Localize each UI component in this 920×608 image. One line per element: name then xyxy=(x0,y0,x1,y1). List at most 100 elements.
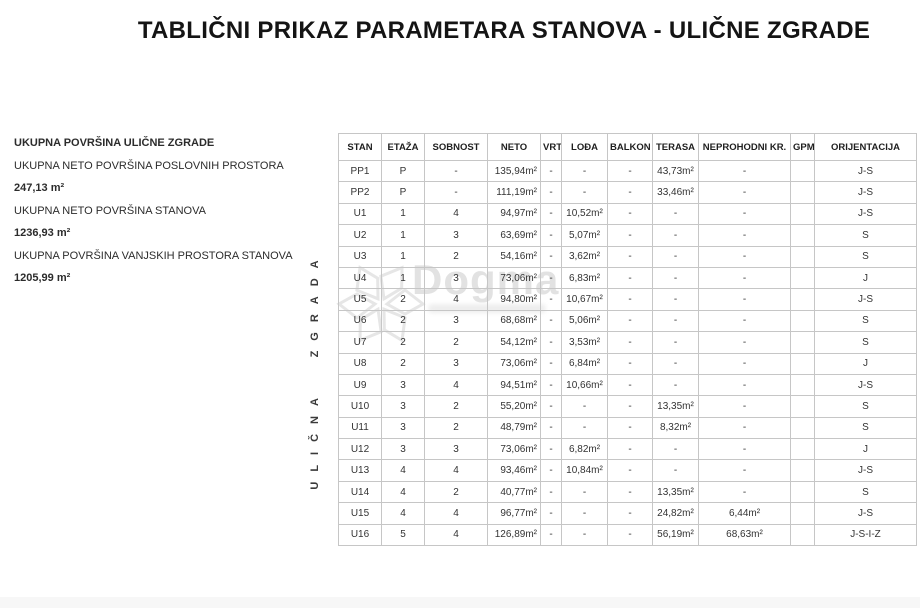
cell-vrt: - xyxy=(540,480,562,504)
cell-terasa: - xyxy=(652,373,699,397)
cell-orijentacija: J-S xyxy=(814,373,917,397)
cell-gpm xyxy=(790,202,815,226)
cell-stan: U9 xyxy=(338,373,382,397)
cell-neto: 73,06m² xyxy=(487,438,541,461)
cell-balkon: - xyxy=(607,309,653,333)
cell-etaza: 3 xyxy=(381,416,425,440)
cell-orijentacija: J xyxy=(814,266,917,290)
cell-etaza: 4 xyxy=(381,502,425,525)
cell-lodja: 5,06m² xyxy=(561,309,608,333)
cell-gpm xyxy=(790,288,815,311)
cell-sobnost: 4 xyxy=(424,459,488,482)
cell-orijentacija: J xyxy=(814,438,917,461)
cell-sobnost: - xyxy=(424,181,488,204)
cell-sobnost: 3 xyxy=(424,266,488,290)
cell-neto: 135,94m² xyxy=(487,159,541,183)
cell-vrt: - xyxy=(540,502,562,525)
cell-balkon: - xyxy=(607,202,653,226)
cell-lodja: - xyxy=(561,523,608,547)
cell-vrt: - xyxy=(540,159,562,183)
cell-stan: PP1 xyxy=(338,159,382,183)
cell-neprohodni-kr: - xyxy=(698,288,791,311)
cell-orijentacija: S xyxy=(814,416,917,440)
summary-item-label: UKUPNA POVRŠINA VANJSKIH PROSTORA STANOV… xyxy=(14,249,293,262)
cell-sobnost: 2 xyxy=(424,331,488,354)
table-row: U10 3 2 55,20m² - - -13,35m² - S xyxy=(338,395,917,418)
cell-terasa: 33,46m² xyxy=(652,181,699,204)
cell-stan: U13 xyxy=(338,459,382,482)
cell-lodja: 10,84m² xyxy=(561,459,608,482)
cell-neto: 48,79m² xyxy=(487,416,541,440)
cell-neto: 63,69m² xyxy=(487,224,541,247)
cell-lodja: 6,84m² xyxy=(561,352,608,375)
cell-etaza: P xyxy=(381,159,425,183)
cell-orijentacija: S xyxy=(814,395,917,418)
cell-vrt: - xyxy=(540,416,562,440)
cell-balkon: - xyxy=(607,459,653,482)
cell-stan: U12 xyxy=(338,438,382,461)
table-row: U7 2 2 54,12m² -3,53m² - - - S xyxy=(338,331,917,354)
table-row: U11 3 2 48,79m² - - -8,32m² - S xyxy=(338,416,917,440)
cell-vrt: - xyxy=(540,288,562,311)
cell-sobnost: 4 xyxy=(424,502,488,525)
cell-terasa: - xyxy=(652,202,699,226)
cell-lodja: 5,07m² xyxy=(561,224,608,247)
parameters-table: STAN ETAŽA SOBNOST NETO VRT LOĐA BALKON … xyxy=(338,133,917,547)
cell-orijentacija: S xyxy=(814,309,917,333)
cell-gpm xyxy=(790,266,815,290)
cell-etaza: 1 xyxy=(381,266,425,290)
cell-balkon: - xyxy=(607,331,653,354)
cell-gpm xyxy=(790,395,815,418)
cell-etaza: 1 xyxy=(381,245,425,268)
cell-sobnost: - xyxy=(424,159,488,183)
table-row: PP1 P -135,94m² - - -43,73m² - J-S xyxy=(338,159,917,183)
cell-lodja: 10,67m² xyxy=(561,288,608,311)
cell-lodja: - xyxy=(561,395,608,418)
building-vertical-label: ULIČNA ZGRADA xyxy=(309,250,321,490)
table-row: U16 5 4 126,89m² - - -56,19m² 68,63m² J-S-I-Z xyxy=(338,523,917,547)
cell-neprohodni-kr: - xyxy=(698,181,791,204)
cell-etaza: 5 xyxy=(381,523,425,547)
cell-balkon: - xyxy=(607,523,653,547)
cell-sobnost: 4 xyxy=(424,523,488,547)
cell-orijentacija: J-S-I-Z xyxy=(814,523,917,547)
cell-balkon: - xyxy=(607,438,653,461)
cell-stan: U14 xyxy=(338,480,382,504)
cell-lodja: - xyxy=(561,416,608,440)
cell-stan: U16 xyxy=(338,523,382,547)
table-row: U14 4 2 40,77m² - - -13,35m² - S xyxy=(338,480,917,504)
cell-terasa: - xyxy=(652,288,699,311)
table-row: U4 1 3 73,06m² -6,83m² - - - J xyxy=(338,266,917,290)
cell-neprohodni-kr: - xyxy=(698,266,791,290)
cell-balkon: - xyxy=(607,480,653,504)
cell-lodja: 6,83m² xyxy=(561,266,608,290)
summary-panel: UKUPNA POVRŠINA ULIČNE ZGRADE UKUPNA NET… xyxy=(14,132,293,290)
table-row: U15 4 4 96,77m² - - -24,82m² 6,44m² J-S xyxy=(338,502,917,525)
summary-heading: UKUPNA POVRŠINA ULIČNE ZGRADE xyxy=(14,137,215,149)
cell-neprohodni-kr: - xyxy=(698,480,791,504)
cell-stan: U1 xyxy=(338,202,382,226)
cell-stan: U6 xyxy=(338,309,382,333)
table-row: U9 3 4 94,51m² -10,66m² - - - J-S xyxy=(338,373,917,397)
cell-orijentacija: J-S xyxy=(814,459,917,482)
cell-gpm xyxy=(790,523,815,547)
cell-sobnost: 3 xyxy=(424,438,488,461)
cell-balkon: - xyxy=(607,416,653,440)
cell-neto: 93,46m² xyxy=(487,459,541,482)
cell-gpm xyxy=(790,438,815,461)
cell-etaza: 3 xyxy=(381,395,425,418)
table-row: U1 1 4 94,97m² -10,52m² - - - J-S xyxy=(338,202,917,226)
cell-vrt: - xyxy=(540,395,562,418)
cell-balkon: - xyxy=(607,266,653,290)
cell-balkon: - xyxy=(607,181,653,204)
cell-neprohodni-kr: - xyxy=(698,438,791,461)
cell-gpm xyxy=(790,159,815,183)
cell-terasa: - xyxy=(652,459,699,482)
cell-stan: U10 xyxy=(338,395,382,418)
cell-lodja: 3,53m² xyxy=(561,331,608,354)
cell-terasa: 8,32m² xyxy=(652,416,699,440)
cell-neprohodni-kr: - xyxy=(698,202,791,226)
cell-etaza: P xyxy=(381,181,425,204)
cell-stan: U8 xyxy=(338,352,382,375)
cell-neto: 55,20m² xyxy=(487,395,541,418)
